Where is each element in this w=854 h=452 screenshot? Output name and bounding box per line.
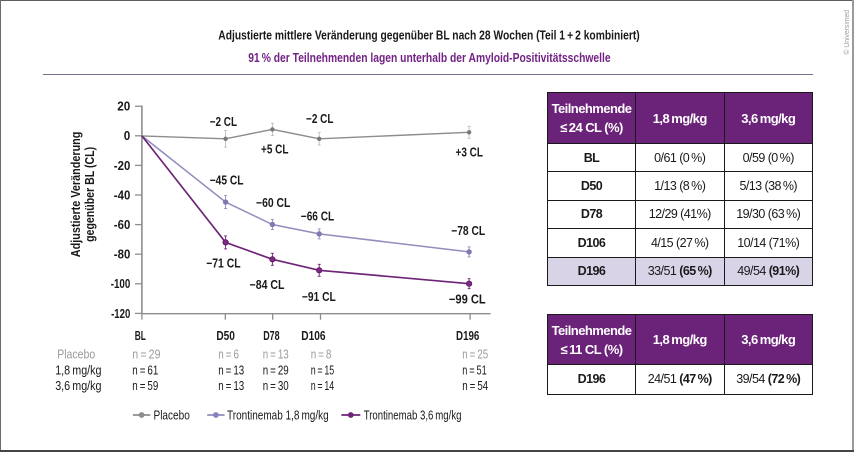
svg-text:n = 59: n = 59 xyxy=(132,379,158,393)
svg-text:+5 CL: +5 CL xyxy=(261,142,289,156)
svg-text:n = 29: n = 29 xyxy=(132,347,160,361)
svg-text:−99 CL: −99 CL xyxy=(449,293,486,307)
svg-text:D106: D106 xyxy=(301,329,325,343)
svg-text:n = 15: n = 15 xyxy=(311,363,335,377)
svg-text:91 % der Teilnehmenden lagen u: 91 % der Teilnehmenden lagen unterhalb d… xyxy=(248,50,610,65)
svg-text:−71 CL: −71 CL xyxy=(206,257,241,271)
svg-text:20: 20 xyxy=(117,100,130,114)
svg-text:Trontinemab 3,6 mg/kg: Trontinemab 3,6 mg/kg xyxy=(364,409,462,423)
svg-text:Trontinemab 1,8 mg/kg: Trontinemab 1,8 mg/kg xyxy=(227,409,329,423)
svg-text:−84 CL: −84 CL xyxy=(250,278,285,292)
svg-text:-60: -60 xyxy=(114,218,131,232)
svg-text:n = 14: n = 14 xyxy=(311,379,335,393)
svg-text:BL: BL xyxy=(135,329,146,343)
svg-text:D78: D78 xyxy=(263,329,279,343)
svg-text:n = 13: n = 13 xyxy=(218,379,244,393)
svg-text:gegenüber BL (CL): gegenüber BL (CL) xyxy=(82,147,97,242)
svg-text:-80: -80 xyxy=(114,248,131,262)
svg-text:n = 54: n = 54 xyxy=(462,379,488,393)
svg-text:3,6 mg/kg: 3,6 mg/kg xyxy=(55,379,101,393)
svg-text:Adjustierte mittlere Veränderu: Adjustierte mittlere Veränderung gegenüb… xyxy=(218,27,639,42)
svg-text:n = 30: n = 30 xyxy=(263,379,289,393)
svg-text:n = 13: n = 13 xyxy=(263,347,289,361)
svg-text:−66 CL: −66 CL xyxy=(301,210,335,224)
svg-text:n = 61: n = 61 xyxy=(132,363,158,377)
svg-text:0: 0 xyxy=(124,129,131,143)
svg-text:n = 6: n = 6 xyxy=(218,347,239,361)
svg-text:n = 25: n = 25 xyxy=(462,347,488,361)
svg-text:Placebo: Placebo xyxy=(154,409,190,423)
svg-text:n = 8: n = 8 xyxy=(311,347,332,361)
svg-text:Adjustierte Veränderung: Adjustierte Veränderung xyxy=(68,132,83,258)
svg-text:Placebo: Placebo xyxy=(57,347,95,361)
svg-text:D196: D196 xyxy=(456,329,479,343)
svg-text:-40: -40 xyxy=(114,188,131,202)
svg-text:-100: -100 xyxy=(111,277,131,291)
svg-text:−2 CL: −2 CL xyxy=(306,112,334,126)
svg-text:© Universimed: © Universimed xyxy=(842,10,851,55)
svg-text:−91 CL: −91 CL xyxy=(302,290,336,304)
svg-text:-120: -120 xyxy=(111,307,130,321)
svg-text:−78 CL: −78 CL xyxy=(451,224,485,238)
svg-text:−2 CL: −2 CL xyxy=(210,115,238,129)
svg-text:-20: -20 xyxy=(114,159,131,173)
svg-text:D50: D50 xyxy=(216,329,235,343)
svg-text:−60 CL: −60 CL xyxy=(256,196,291,210)
svg-text:n = 51: n = 51 xyxy=(462,363,486,377)
svg-text:n = 13: n = 13 xyxy=(218,363,244,377)
svg-text:−45 CL: −45 CL xyxy=(210,173,244,187)
svg-text:n = 29: n = 29 xyxy=(263,363,289,377)
svg-text:1,8 mg/kg: 1,8 mg/kg xyxy=(55,363,101,377)
svg-text:+3 CL: +3 CL xyxy=(456,145,484,159)
